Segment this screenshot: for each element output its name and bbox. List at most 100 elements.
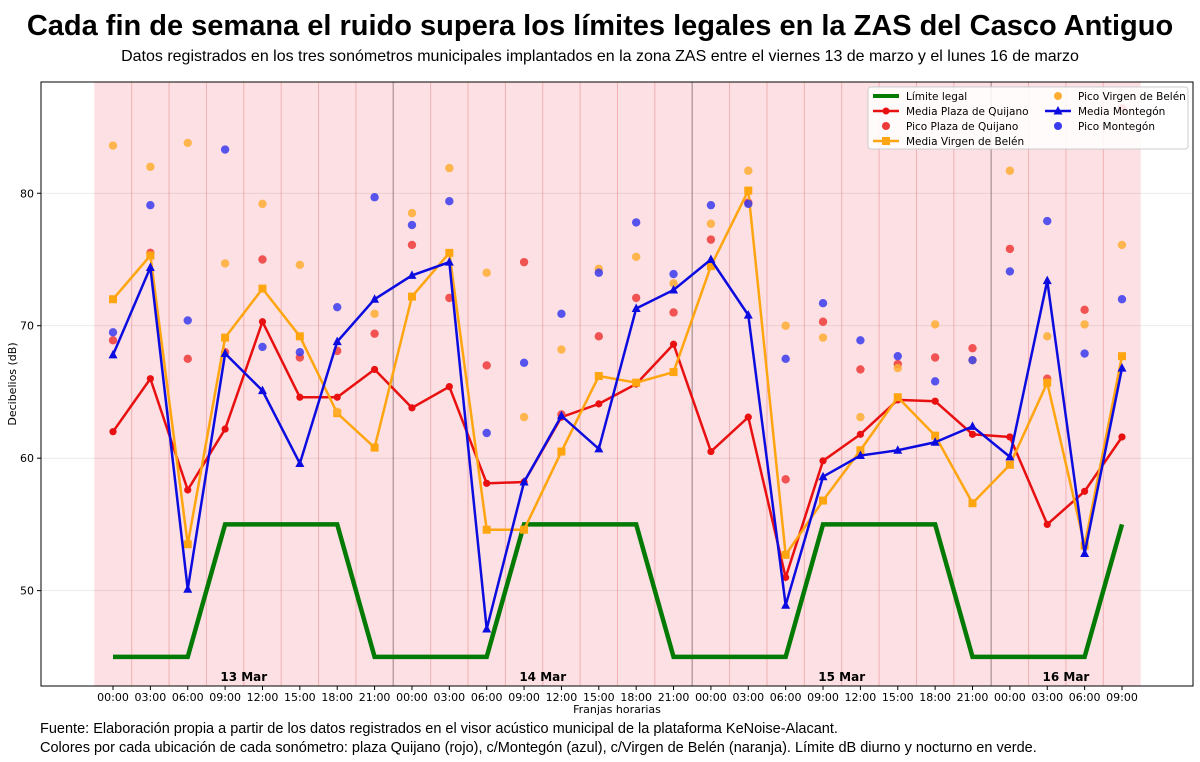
x-tick-label: 03:00 xyxy=(433,691,465,704)
data-point xyxy=(333,302,342,312)
data-point xyxy=(146,162,155,171)
legend-marker xyxy=(1053,106,1063,115)
data-point xyxy=(1080,305,1089,315)
data-point xyxy=(183,354,192,364)
data-point xyxy=(482,428,491,438)
x-tick-label: 12:00 xyxy=(546,691,578,704)
legend-label: Pico Montegón xyxy=(1078,121,1155,133)
data-point xyxy=(1005,166,1015,175)
data-point xyxy=(744,186,753,195)
x-tick-label: 03:00 xyxy=(732,691,764,704)
data-point xyxy=(744,413,752,421)
data-point xyxy=(744,199,753,209)
footer-colors-note: Colores por cada ubicación de cada sonóm… xyxy=(40,740,1037,756)
data-point xyxy=(519,358,529,368)
data-point xyxy=(968,344,977,353)
data-point xyxy=(483,479,491,487)
data-point xyxy=(856,412,865,422)
data-point xyxy=(332,336,342,346)
data-point xyxy=(145,262,155,271)
x-tick-label: 21:00 xyxy=(957,691,989,704)
series-line xyxy=(111,318,1124,583)
data-point xyxy=(482,268,491,277)
data-point xyxy=(818,471,828,481)
data-point xyxy=(930,353,940,362)
data-point xyxy=(669,279,678,288)
data-point xyxy=(1117,240,1127,250)
x-tick-label: 00:00 xyxy=(695,691,727,704)
x-tick-label: 18:00 xyxy=(919,691,951,704)
data-point xyxy=(258,318,267,326)
day-label: 14 Mar xyxy=(519,670,566,684)
legend-item: Límite legal xyxy=(873,91,967,103)
legend-label: Pico Virgen de Belén xyxy=(1078,91,1186,103)
legend-label: Pico Plaza de Quijano xyxy=(906,121,1018,133)
data-point xyxy=(1043,216,1052,226)
x-tick-label: 09:00 xyxy=(508,691,540,704)
data-point xyxy=(370,193,379,202)
data-point xyxy=(781,475,790,484)
legend-item: Pico Montegón xyxy=(1054,121,1155,133)
legend-marker xyxy=(1054,122,1062,130)
series-media-plaza-de-quijano xyxy=(109,318,1126,583)
series-pico-monteg-n xyxy=(108,145,1127,438)
data-point xyxy=(220,348,230,358)
data-point xyxy=(594,443,604,453)
data-point xyxy=(968,499,977,508)
x-tick-label: 21:00 xyxy=(359,691,391,704)
data-point xyxy=(930,437,940,446)
x-tick-label: 03:00 xyxy=(1031,691,1063,704)
y-tick-label: 50 xyxy=(20,585,34,598)
data-point xyxy=(258,284,267,293)
data-point xyxy=(631,252,641,262)
y-tick-label: 80 xyxy=(20,187,34,200)
data-point xyxy=(445,248,454,257)
data-point xyxy=(407,220,417,230)
data-point xyxy=(445,197,454,206)
data-point xyxy=(408,404,416,412)
data-point xyxy=(370,294,380,303)
data-point xyxy=(221,333,230,342)
data-point xyxy=(445,383,453,391)
data-point xyxy=(781,550,790,559)
data-point xyxy=(519,477,529,486)
data-point xyxy=(108,328,118,337)
legend-item: Media Virgen de Belén xyxy=(873,136,1024,148)
data-point xyxy=(595,400,603,408)
data-point xyxy=(1005,244,1015,254)
data-point xyxy=(893,445,903,454)
data-point xyxy=(370,309,379,318)
data-point xyxy=(370,365,379,374)
data-point xyxy=(333,393,341,401)
data-point xyxy=(706,254,716,263)
data-point xyxy=(109,295,117,304)
data-point xyxy=(594,268,604,277)
data-point xyxy=(520,525,529,534)
data-point xyxy=(257,385,267,395)
data-point xyxy=(258,199,267,209)
series-line xyxy=(111,257,1124,630)
data-point xyxy=(818,317,828,326)
data-point xyxy=(109,428,117,436)
data-point xyxy=(183,138,192,148)
data-point xyxy=(968,421,978,430)
data-point xyxy=(631,293,641,303)
legend-item: Pico Plaza de Quijano xyxy=(882,121,1018,133)
data-point xyxy=(707,447,715,456)
data-point xyxy=(706,200,716,210)
data-point xyxy=(519,412,529,422)
x-axis-label: Franjas horarias xyxy=(573,703,661,716)
data-point xyxy=(1117,363,1127,372)
data-point xyxy=(1006,433,1014,441)
x-tick-label: 15:00 xyxy=(583,691,615,704)
data-point xyxy=(1080,349,1089,358)
data-point xyxy=(108,349,118,359)
legend-box xyxy=(867,86,1189,150)
footer-source: Fuente: Elaboración propia a partir de l… xyxy=(40,721,838,737)
data-point xyxy=(818,299,828,308)
data-point xyxy=(968,355,977,365)
x-tick-label: 00:00 xyxy=(994,691,1026,704)
x-tick-label: 06:00 xyxy=(1069,691,1101,704)
legend-label: Media Montegón xyxy=(1078,106,1165,118)
